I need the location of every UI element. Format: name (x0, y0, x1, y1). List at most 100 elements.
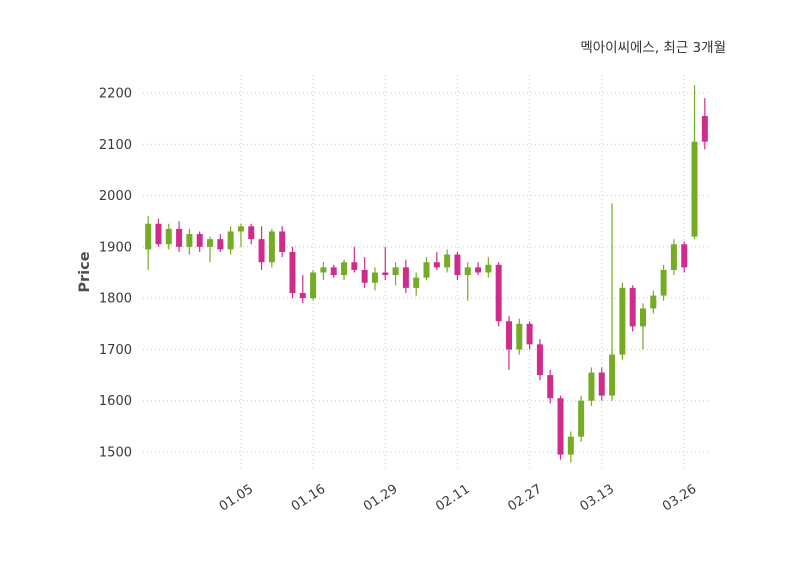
candle (475, 262, 482, 276)
candle-body (526, 323, 533, 345)
candle-body (196, 234, 203, 247)
candle (701, 98, 708, 150)
candle-body (186, 234, 193, 247)
candle (196, 231, 203, 252)
candle-body (454, 254, 461, 276)
chart-title: 멕아이씨에스, 최근 3개월 (580, 40, 726, 56)
candle (268, 228, 275, 268)
candle (371, 267, 378, 291)
x-tick-label: 02.27 (505, 482, 544, 515)
candle-body (536, 344, 543, 376)
candle-body (567, 436, 574, 455)
candle-body (299, 293, 306, 299)
candle (176, 221, 183, 252)
candle-body (629, 287, 636, 327)
axis-labels: 1500 1600 1700 1800 1900 2000 2100 2200 01.05 01.… (99, 86, 699, 514)
y-tick-label: 1700 (99, 343, 132, 358)
candle (145, 216, 152, 270)
x-tick-label: 01.05 (217, 482, 256, 515)
candle (361, 257, 368, 288)
candle (402, 259, 409, 294)
candle (670, 239, 677, 276)
candle (227, 226, 234, 255)
candle-body (423, 262, 430, 278)
candle (289, 246, 296, 299)
candle (629, 285, 636, 332)
candle-body (392, 267, 399, 276)
candle-body (413, 277, 420, 288)
candle-body (516, 323, 523, 350)
candle (516, 318, 523, 355)
candle-body (207, 239, 214, 247)
candle (299, 275, 306, 304)
candle (454, 251, 461, 281)
candle-body (165, 228, 172, 245)
y-tick-label: 2200 (99, 86, 132, 101)
y-tick-label: 1500 (99, 446, 132, 461)
candle (567, 431, 574, 463)
candle-body (547, 375, 554, 399)
candle-body (464, 267, 471, 276)
candle-body (155, 223, 162, 245)
candle-body (505, 321, 512, 350)
candle-body (330, 267, 337, 276)
candle (505, 316, 512, 370)
candle-body (609, 354, 616, 396)
candle (207, 236, 214, 263)
y-tick-label: 1600 (99, 394, 132, 409)
candle-body (237, 226, 244, 232)
candle-body (351, 262, 358, 270)
candle-body (557, 398, 564, 455)
candle (495, 262, 502, 327)
candle (155, 218, 162, 247)
candle (237, 223, 244, 247)
candle (444, 249, 451, 273)
candle-body (598, 372, 605, 396)
candle-body (444, 254, 451, 268)
grid-lines (143, 75, 710, 470)
candle-body (578, 400, 585, 437)
candle (413, 272, 420, 296)
candle (526, 321, 533, 350)
x-tick-label: 01.16 (289, 482, 328, 515)
candle (609, 203, 616, 401)
candle-body (619, 287, 626, 355)
candle (650, 290, 657, 314)
candle (691, 85, 698, 240)
candle-body (217, 239, 224, 250)
candle (330, 264, 337, 278)
candle (248, 223, 255, 245)
candle-body (320, 267, 327, 273)
candle-body (650, 295, 657, 309)
candle (310, 269, 317, 301)
candle-body (670, 244, 677, 270)
candle (619, 282, 626, 360)
candle-body (361, 269, 368, 283)
candle (258, 226, 265, 270)
candle-body (258, 239, 265, 263)
candle-body (433, 262, 440, 268)
candle-body (495, 264, 502, 322)
x-tick-label: 02.11 (433, 482, 472, 515)
candle (392, 262, 399, 286)
candle (279, 226, 286, 258)
candle (433, 251, 440, 270)
candle-body (475, 267, 482, 273)
candle-body (310, 272, 317, 299)
y-axis-title: Price (77, 251, 93, 292)
candle-body (382, 272, 389, 276)
candle (351, 246, 358, 273)
candle-body (485, 264, 492, 273)
candle-body (660, 269, 667, 296)
candle (660, 264, 667, 301)
y-tick-label: 2000 (99, 189, 132, 204)
x-tick-label: 01.29 (361, 482, 400, 515)
candle-body (639, 308, 646, 327)
candle-body (341, 262, 348, 276)
candle (485, 257, 492, 278)
y-tick-label: 2100 (99, 138, 132, 153)
x-tick-label: 03.26 (660, 482, 699, 515)
candle-body (681, 244, 688, 268)
candle (588, 367, 595, 406)
